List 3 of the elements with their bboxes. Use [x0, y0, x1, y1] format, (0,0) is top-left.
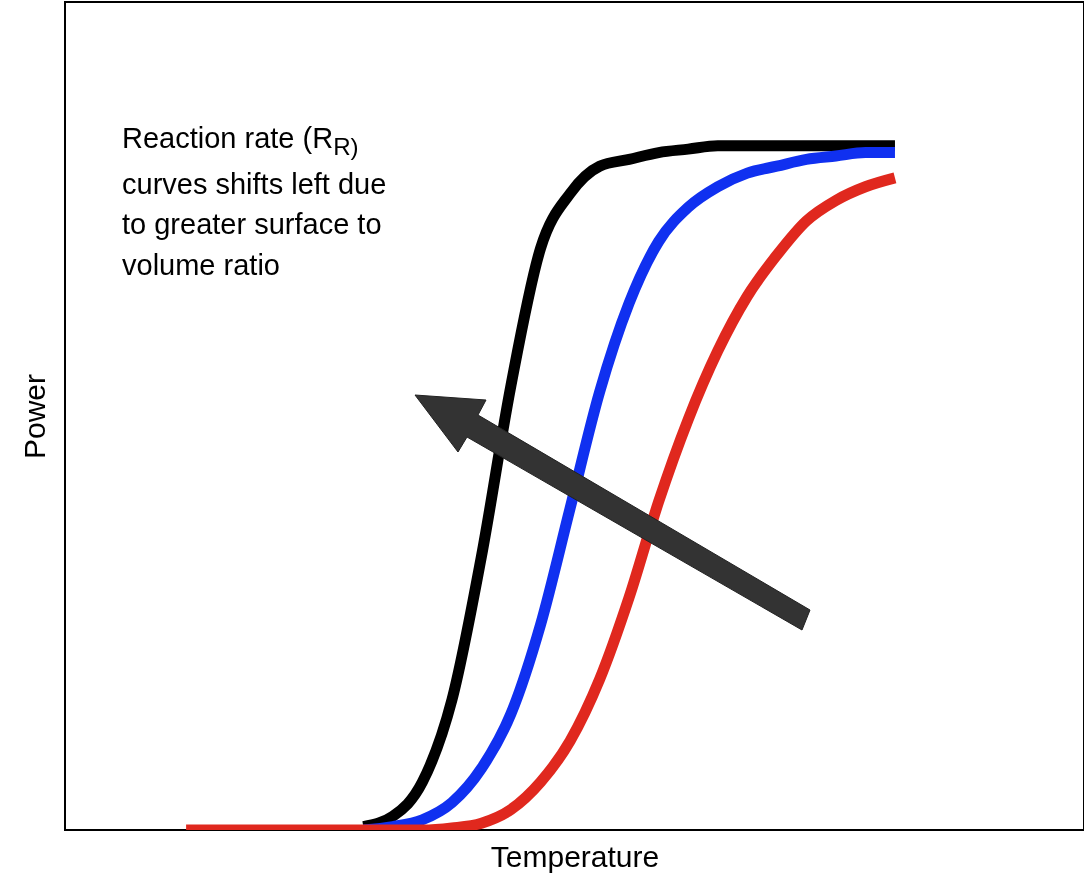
annotation: Reaction rate (R$_{R)}$ curves shifts left due to greater surface to volume ratio — [122, 121, 388, 283]
y-axis-title: Power — [17, 373, 51, 460]
x-axis-title: Temperature — [490, 839, 660, 873]
